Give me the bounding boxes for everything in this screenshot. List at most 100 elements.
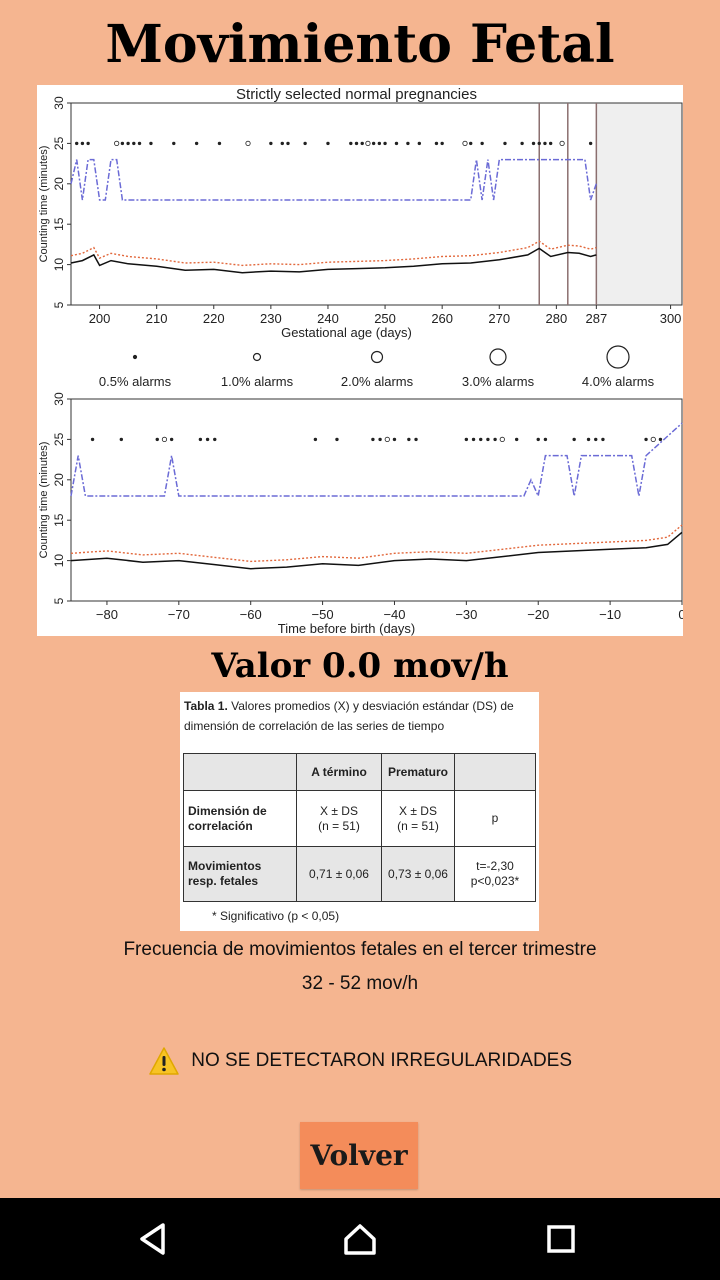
- alarm-threshold-line: [70, 422, 683, 499]
- alarm-dot: [531, 141, 536, 146]
- alarm-dot: [537, 141, 541, 146]
- alarm-dot: [280, 141, 284, 146]
- alarm-dot: [407, 437, 411, 442]
- alarm-dot: [360, 141, 364, 146]
- alarm-dot: [172, 141, 176, 146]
- legend-marker: [606, 345, 630, 369]
- table-header-preterm: Prematuro: [381, 753, 455, 791]
- frequency-range: 32 - 52 mov/h: [301, 973, 419, 994]
- back-button[interactable]: Volver: [300, 1122, 418, 1189]
- median-line: [70, 247, 597, 274]
- legend-label: 1.0% alarms: [221, 374, 294, 389]
- x-tick-label: −60: [240, 607, 262, 622]
- android-nav-bar: [0, 1198, 720, 1280]
- alarm-dot: [169, 437, 174, 442]
- alarm-dot: [119, 437, 124, 442]
- shaded-region: [596, 103, 682, 305]
- alarm-dot: [114, 140, 120, 147]
- alarm-dot: [384, 436, 390, 442]
- alarm-dot: [194, 141, 199, 146]
- table-caption-text: Valores promedios (X) y desviación están…: [184, 699, 514, 733]
- y-axis-label: Counting time (minutes): [38, 146, 50, 263]
- alarm-dot: [205, 437, 210, 442]
- page-title: Movimiento Fetal: [105, 14, 615, 75]
- alarm-dot: [75, 141, 79, 146]
- cell-p: p: [454, 790, 536, 847]
- x-tick-label: 280: [546, 311, 568, 326]
- plot-frame: [70, 398, 683, 602]
- y-tick-label: 30: [52, 392, 66, 406]
- alarm-dot: [378, 437, 382, 442]
- alarm-dot: [503, 141, 507, 146]
- plot-frame: [70, 102, 683, 306]
- alarm-dot: [417, 141, 422, 146]
- fetal-movement-chart-image: Strictly selected normal pregnancies 5 10 1…: [37, 85, 683, 636]
- alarm-dot: [371, 437, 375, 442]
- alarm-dot: [586, 437, 591, 442]
- y-tick-label: 5: [52, 597, 66, 604]
- cell-preterm: X ± DS (n = 51): [381, 790, 455, 847]
- home-icon[interactable]: [340, 1219, 380, 1259]
- frequency-label: Frecuencia de movimientos fetales en el …: [123, 939, 597, 960]
- x-axis-label: Gestational age (days): [281, 325, 412, 340]
- x-tick-label: 0: [678, 607, 683, 622]
- x-tick-label: −80: [96, 607, 118, 622]
- table-caption-label: Tabla 1.: [184, 699, 228, 713]
- alarm-dot: [493, 437, 497, 442]
- legend-marker: [489, 348, 507, 366]
- legend-label: 0.5% alarms: [99, 374, 172, 389]
- alarm-dot: [414, 437, 418, 442]
- alarm-dot: [480, 141, 484, 146]
- square-recents-icon[interactable]: [541, 1219, 581, 1259]
- x-tick-label: 230: [260, 311, 282, 326]
- y-tick-label: 20: [52, 473, 66, 487]
- triangle-back-icon[interactable]: [133, 1219, 173, 1259]
- alarm-dot: [548, 141, 553, 146]
- cell-preterm-mean: X ± DS: [399, 803, 437, 818]
- alarm-dot: [371, 141, 376, 146]
- x-tick-label: 210: [146, 311, 168, 326]
- movement-value: Valor 0.0 mov/h: [211, 646, 509, 686]
- alarm-dot: [650, 436, 656, 442]
- alarm-dot: [120, 141, 125, 146]
- y-tick-label: 15: [52, 513, 66, 527]
- alarm-dot: [90, 437, 95, 442]
- statistics-table-image: Tabla 1. Valores promedios (X) y desviac…: [180, 692, 539, 931]
- alarm-dot: [132, 141, 136, 146]
- x-tick-label: 287: [585, 311, 607, 326]
- alarm-dot: [269, 141, 273, 146]
- x-axis-label: Time before birth (days): [278, 621, 416, 636]
- alarm-dot: [313, 437, 318, 442]
- alarm-dot: [198, 437, 203, 442]
- alarm-dot: [572, 437, 576, 442]
- alarm-dot: [137, 141, 142, 146]
- x-tick-label: −70: [168, 607, 190, 622]
- alarm-dot: [536, 437, 540, 442]
- alarm-dot: [520, 141, 524, 146]
- y-tick-label: 20: [52, 177, 66, 191]
- y-tick-label: 25: [52, 136, 66, 150]
- x-tick-label: 260: [431, 311, 453, 326]
- alarm-dot: [217, 141, 222, 146]
- alarm-dot: [486, 437, 490, 442]
- y-tick-label: 30: [52, 96, 66, 110]
- alarm-dot: [543, 141, 547, 146]
- chart-svg: Strictly selected normal pregnancies 5 10 1…: [38, 86, 683, 636]
- alarm-dot: [543, 437, 548, 442]
- y-tick-label: 10: [52, 554, 66, 568]
- cell-p-significance: p<0,023*: [470, 874, 520, 888]
- cell-preterm-value: 0,73 ± 0,06: [381, 846, 455, 902]
- legend-label: 2.0% alarms: [341, 374, 414, 389]
- cell-t-value: t=-2,30: [476, 859, 514, 873]
- table-row: Movimientos resp. fetales 0,71 ± 0,06 0,…: [183, 846, 536, 902]
- x-tick-label: −20: [527, 607, 549, 622]
- median-line: [70, 531, 683, 570]
- x-tick-label: −50: [312, 607, 334, 622]
- alarm-dot: [392, 437, 397, 442]
- x-tick-label: 300: [660, 311, 682, 326]
- alarm-dot: [80, 141, 85, 146]
- alarm-dot: [335, 437, 339, 442]
- alarm-dot: [588, 141, 593, 146]
- alarm-dot: [286, 141, 290, 146]
- alarm-dot: [149, 141, 153, 146]
